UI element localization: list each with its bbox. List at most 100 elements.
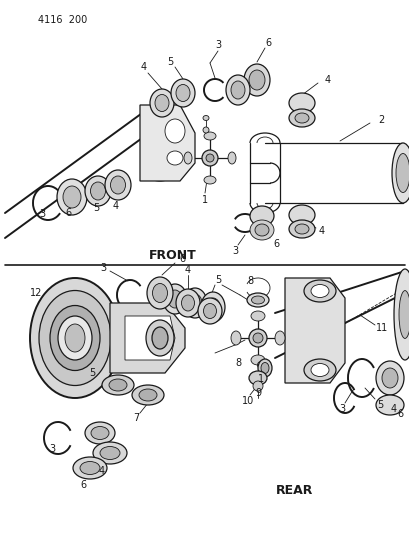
Circle shape: [205, 154, 213, 162]
Ellipse shape: [155, 94, 169, 111]
Text: 6: 6: [396, 409, 402, 419]
Circle shape: [252, 333, 262, 343]
Ellipse shape: [50, 305, 100, 370]
Ellipse shape: [381, 368, 397, 388]
Ellipse shape: [204, 176, 216, 184]
Text: 5: 5: [93, 203, 99, 213]
Ellipse shape: [164, 119, 184, 143]
Ellipse shape: [248, 70, 264, 90]
Ellipse shape: [102, 375, 134, 395]
Text: FRONT: FRONT: [149, 248, 196, 262]
Ellipse shape: [230, 331, 240, 345]
Ellipse shape: [254, 224, 268, 236]
Text: 4: 4: [141, 62, 147, 72]
Text: 3: 3: [100, 263, 106, 273]
Ellipse shape: [166, 151, 182, 165]
Ellipse shape: [288, 109, 314, 127]
Ellipse shape: [30, 278, 120, 398]
Text: 9: 9: [254, 388, 261, 398]
Text: 12: 12: [30, 288, 42, 298]
Polygon shape: [284, 278, 344, 383]
Ellipse shape: [171, 79, 195, 107]
Ellipse shape: [93, 442, 127, 464]
Text: 6: 6: [65, 208, 71, 218]
Circle shape: [202, 127, 209, 133]
Ellipse shape: [202, 116, 209, 120]
Circle shape: [257, 361, 264, 368]
Text: 5: 5: [376, 400, 382, 410]
Text: 6: 6: [80, 480, 86, 490]
Ellipse shape: [91, 426, 109, 440]
Polygon shape: [125, 316, 175, 360]
Text: 4: 4: [324, 75, 330, 85]
Ellipse shape: [73, 457, 107, 479]
Ellipse shape: [303, 359, 335, 381]
Ellipse shape: [65, 324, 85, 352]
Ellipse shape: [58, 316, 92, 360]
Ellipse shape: [205, 298, 220, 316]
Ellipse shape: [249, 220, 273, 240]
Ellipse shape: [294, 224, 308, 234]
Ellipse shape: [146, 105, 173, 125]
Ellipse shape: [395, 154, 409, 192]
Text: 5: 5: [89, 368, 95, 378]
Text: 6: 6: [178, 254, 184, 264]
Ellipse shape: [152, 284, 167, 303]
Ellipse shape: [288, 93, 314, 113]
Ellipse shape: [90, 182, 105, 200]
Text: 11: 11: [375, 323, 387, 333]
Ellipse shape: [227, 152, 236, 164]
Text: 3: 3: [49, 444, 55, 454]
Ellipse shape: [288, 220, 314, 238]
Text: 3: 3: [39, 209, 45, 219]
Text: 10: 10: [241, 396, 254, 406]
Text: 4: 4: [390, 404, 396, 414]
Ellipse shape: [175, 85, 189, 101]
Text: 3: 3: [338, 404, 344, 414]
Text: 3: 3: [231, 246, 238, 256]
Ellipse shape: [109, 379, 127, 391]
Ellipse shape: [257, 359, 271, 377]
Ellipse shape: [150, 89, 173, 117]
Text: 2: 2: [377, 115, 383, 125]
Ellipse shape: [152, 327, 168, 349]
Ellipse shape: [182, 288, 207, 318]
Ellipse shape: [39, 290, 111, 385]
Ellipse shape: [146, 161, 173, 181]
Ellipse shape: [225, 75, 249, 105]
Ellipse shape: [248, 371, 266, 385]
Polygon shape: [139, 105, 195, 181]
Ellipse shape: [230, 81, 245, 99]
Ellipse shape: [243, 64, 270, 96]
Circle shape: [252, 381, 262, 391]
Ellipse shape: [85, 422, 115, 444]
Text: 4: 4: [318, 226, 324, 236]
Ellipse shape: [110, 176, 125, 194]
Ellipse shape: [261, 362, 268, 374]
Ellipse shape: [310, 364, 328, 376]
Ellipse shape: [375, 361, 403, 395]
Text: 8: 8: [234, 358, 240, 368]
Text: 5: 5: [214, 275, 220, 285]
Text: 5: 5: [166, 57, 173, 67]
Ellipse shape: [163, 284, 187, 314]
Ellipse shape: [181, 295, 194, 311]
Ellipse shape: [303, 280, 335, 302]
Ellipse shape: [146, 320, 173, 356]
Ellipse shape: [375, 395, 403, 415]
Ellipse shape: [393, 269, 409, 360]
Ellipse shape: [57, 179, 87, 215]
Ellipse shape: [250, 355, 264, 365]
Ellipse shape: [250, 311, 264, 321]
Ellipse shape: [85, 176, 111, 206]
Text: 1: 1: [257, 374, 263, 384]
Ellipse shape: [204, 132, 216, 140]
Text: 6: 6: [264, 38, 270, 48]
Ellipse shape: [257, 375, 264, 379]
Ellipse shape: [80, 462, 100, 474]
Ellipse shape: [63, 186, 81, 208]
Ellipse shape: [105, 170, 131, 200]
Ellipse shape: [100, 447, 120, 459]
Ellipse shape: [168, 290, 182, 308]
Ellipse shape: [274, 331, 284, 345]
